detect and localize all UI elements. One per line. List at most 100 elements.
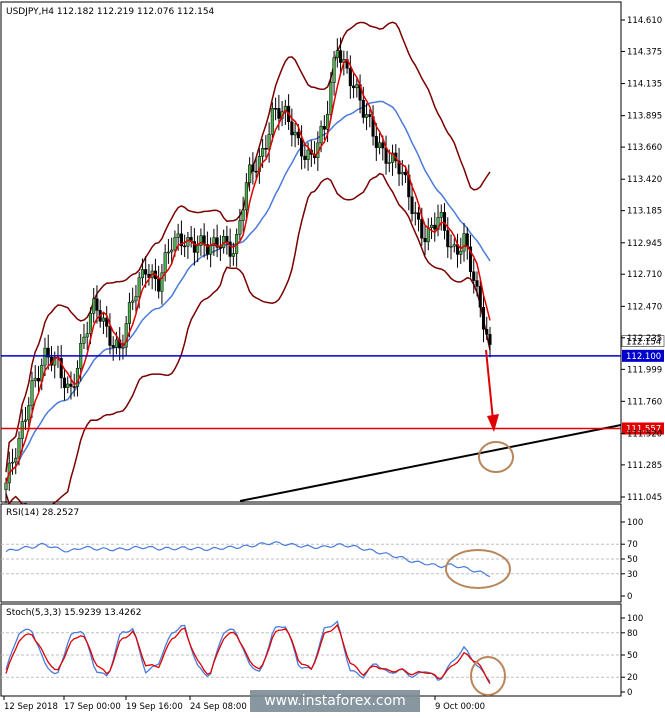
price-tick-label: 111.285 [627,461,662,471]
time-tick-label: 24 Sep 08:00 [190,702,247,712]
lower-band [5,172,491,511]
candle [339,37,343,73]
price-tick-label: 111.760 [627,397,662,407]
candle [391,144,395,176]
axis-tick-label: 100 [627,614,643,624]
candle [374,123,378,161]
axis-tick-label: 100 [627,518,643,528]
candle [131,287,135,310]
candle [429,217,434,240]
price-tick-label: 113.660 [627,143,662,153]
candle [274,97,278,121]
level-label: 111.557 [626,424,661,434]
candle [481,294,486,343]
candle [439,204,443,231]
candle [179,220,183,256]
axis-tick-label: 30 [627,570,638,580]
candle [251,152,255,185]
rsi-line [5,541,491,578]
candle [82,323,86,350]
price-tick-label: 112.235 [627,334,662,344]
candle [335,38,339,68]
candle [423,224,427,256]
price-tick-label: 112.470 [627,302,662,312]
candle [238,208,242,241]
time-tick-label: 9 Oct 00:00 [435,702,485,712]
candle [241,196,245,234]
candle [303,143,307,169]
candle [397,147,401,187]
candle [92,287,96,323]
level-tag [622,349,664,362]
current-price-label: 112.154 [626,338,661,348]
candle [488,326,492,358]
candle [215,224,219,258]
candle [85,321,89,350]
stoch-signal-line [5,623,491,685]
candle [105,306,109,338]
candle [228,228,232,268]
price-tick-label: 113.185 [627,207,662,217]
candle [462,223,466,262]
candle [468,234,473,278]
price-tick-label: 112.710 [627,270,662,280]
candle [365,103,369,131]
candle [69,371,73,400]
candle [160,263,164,305]
level-tag [622,422,664,435]
candle [449,234,453,260]
candle [196,235,200,263]
candle [66,376,70,394]
stoch-title: Stoch(5,3,3) 15.9239 13.4262 [6,608,141,618]
candle [485,316,489,340]
candle [264,135,268,158]
axis-tick-label: 0 [627,592,632,602]
candle [355,77,359,98]
candlesticks [4,37,492,504]
price-axis: 114.610 114.375 114.135 113.895 113.660 113.4… [621,16,662,503]
candle [20,409,24,452]
price-tick-label: 114.135 [627,80,662,90]
candle [134,285,138,313]
price-tick-label: 114.610 [627,16,662,26]
candle [30,371,34,418]
candle [270,102,274,142]
trend-line [239,424,622,502]
axis-tick-label: 50 [627,555,638,565]
time-tick-label: 19 Sep 16:00 [126,702,183,712]
price-levels: 112.100 111.557 112.154 [1,335,665,435]
candle [248,157,252,192]
candle [166,239,170,264]
axis-tick-label: 20 [627,673,638,683]
candle [36,366,41,395]
rsi-title: RSI(14) 28.2527 [6,508,79,518]
candle [183,234,187,257]
candle [472,258,476,294]
time-tick-label: 12 Sep 2018 [4,702,58,712]
candle [144,256,148,288]
candle [59,345,63,389]
candle [46,334,50,370]
axis-tick-label: 0 [627,688,632,698]
candle [459,237,463,264]
candle [452,238,456,253]
forecast-arrow [478,349,514,473]
candle [23,406,28,431]
price-tick-label: 111.999 [627,365,662,375]
upper-band [5,21,491,473]
price-tick-label: 113.895 [627,112,662,122]
candle [111,336,115,361]
axis-tick-label: 50 [627,651,638,661]
instrument-header: USDJPY,H4 112.182 112.219 112.076 112.15… [6,7,215,17]
candle [433,212,437,242]
candle [212,228,216,256]
candle [244,173,248,222]
candle [140,258,144,286]
candle [329,72,333,121]
candle [446,217,450,258]
candle [410,183,414,222]
price-tick-label: 111.520 [627,429,662,439]
watermark: www.instaforex.com [250,690,420,712]
